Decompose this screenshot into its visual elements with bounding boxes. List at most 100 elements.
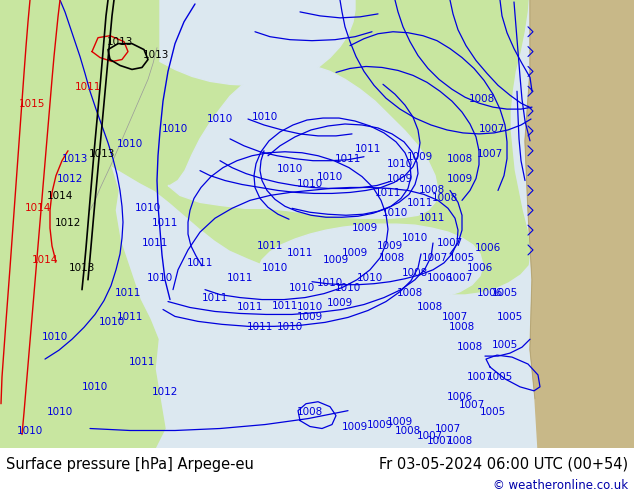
Text: 1010: 1010 xyxy=(277,164,303,173)
Text: Fr 03-05-2024 06:00 UTC (00+54): Fr 03-05-2024 06:00 UTC (00+54) xyxy=(378,457,628,472)
Text: 1008: 1008 xyxy=(419,185,445,196)
Text: 1011: 1011 xyxy=(227,273,253,283)
Text: 1005: 1005 xyxy=(497,313,523,322)
Text: 1007: 1007 xyxy=(442,313,468,322)
Text: 1005: 1005 xyxy=(492,288,518,297)
Text: 1011: 1011 xyxy=(202,293,228,303)
Text: 1011: 1011 xyxy=(75,82,101,92)
Text: 1010: 1010 xyxy=(357,273,383,283)
Text: 1013: 1013 xyxy=(143,49,169,60)
Text: 1009: 1009 xyxy=(367,419,393,430)
Text: 1008: 1008 xyxy=(469,94,495,104)
Text: 1007: 1007 xyxy=(467,372,493,382)
Text: 1007: 1007 xyxy=(447,273,473,283)
Text: 1010: 1010 xyxy=(135,203,161,213)
Polygon shape xyxy=(525,0,634,448)
Text: 1011: 1011 xyxy=(117,313,143,322)
Text: 1008: 1008 xyxy=(417,302,443,313)
Text: 1010: 1010 xyxy=(47,407,73,416)
Text: © weatheronline.co.uk: © weatheronline.co.uk xyxy=(493,479,628,490)
Text: 1010: 1010 xyxy=(207,114,233,124)
Text: 1010: 1010 xyxy=(277,322,303,332)
Text: 1007: 1007 xyxy=(437,238,463,248)
Text: 1009: 1009 xyxy=(377,241,403,251)
Polygon shape xyxy=(258,224,483,300)
Text: 1013: 1013 xyxy=(107,37,133,47)
Text: 1008: 1008 xyxy=(379,253,405,263)
Polygon shape xyxy=(160,0,355,85)
Text: 1006: 1006 xyxy=(427,273,453,283)
Text: 1009: 1009 xyxy=(387,416,413,427)
Text: 1010: 1010 xyxy=(317,172,343,182)
Text: 1010: 1010 xyxy=(42,332,68,342)
Text: 1008: 1008 xyxy=(397,288,423,297)
Text: 1005: 1005 xyxy=(449,253,475,263)
Text: 1011: 1011 xyxy=(187,258,213,268)
Text: 1008: 1008 xyxy=(449,322,475,332)
Text: 1007: 1007 xyxy=(477,149,503,159)
Polygon shape xyxy=(155,0,480,235)
Text: 1008: 1008 xyxy=(447,154,473,164)
Text: 1008: 1008 xyxy=(297,407,323,416)
Text: 1015: 1015 xyxy=(19,99,45,109)
Text: 1009: 1009 xyxy=(447,173,473,184)
Text: 1012: 1012 xyxy=(152,387,178,397)
Text: 1007: 1007 xyxy=(422,253,448,263)
Text: 1011: 1011 xyxy=(129,357,155,367)
Text: 1008: 1008 xyxy=(395,426,421,437)
Text: 1010: 1010 xyxy=(17,426,43,437)
Text: 1010: 1010 xyxy=(147,273,173,283)
Text: 1010: 1010 xyxy=(99,318,125,327)
Text: 1006: 1006 xyxy=(477,288,503,297)
Text: 1010: 1010 xyxy=(335,283,361,293)
Text: 1012: 1012 xyxy=(57,173,83,184)
Polygon shape xyxy=(340,45,385,68)
Text: 1009: 1009 xyxy=(407,152,433,162)
Polygon shape xyxy=(168,65,438,218)
Text: 1005: 1005 xyxy=(492,340,518,350)
Text: 1010: 1010 xyxy=(82,382,108,392)
Text: 1014: 1014 xyxy=(25,203,51,213)
Text: 1013: 1013 xyxy=(61,154,88,164)
Text: 1008: 1008 xyxy=(402,268,428,278)
Text: 1011: 1011 xyxy=(237,302,263,313)
Polygon shape xyxy=(0,0,530,294)
Text: 1008: 1008 xyxy=(457,342,483,352)
Text: 1011: 1011 xyxy=(355,144,381,154)
Text: 1007: 1007 xyxy=(427,437,453,446)
Text: 1011: 1011 xyxy=(407,198,433,208)
Text: 1006: 1006 xyxy=(447,392,473,402)
Text: 1009: 1009 xyxy=(342,248,368,258)
Text: 1011: 1011 xyxy=(152,218,178,228)
Text: 1011: 1011 xyxy=(257,241,283,251)
Text: Surface pressure [hPa] Arpege-eu: Surface pressure [hPa] Arpege-eu xyxy=(6,457,254,472)
Text: 1006: 1006 xyxy=(475,243,501,253)
Text: 1011: 1011 xyxy=(115,288,141,297)
Text: 1010: 1010 xyxy=(297,302,323,313)
Text: 1010: 1010 xyxy=(382,208,408,218)
Text: 1005: 1005 xyxy=(480,407,506,416)
Text: 1009: 1009 xyxy=(352,223,378,233)
Text: 1007: 1007 xyxy=(435,423,461,434)
Text: 1009: 1009 xyxy=(297,313,323,322)
Text: 1005: 1005 xyxy=(487,372,513,382)
Text: 1007: 1007 xyxy=(417,432,443,441)
Text: 1006: 1006 xyxy=(467,263,493,273)
Text: 1009: 1009 xyxy=(323,255,349,265)
Text: 1010: 1010 xyxy=(262,263,288,273)
Text: 1008: 1008 xyxy=(447,437,473,446)
Text: 1009: 1009 xyxy=(387,173,413,184)
Text: 1011: 1011 xyxy=(335,154,361,164)
Text: 1012: 1012 xyxy=(55,218,81,228)
Polygon shape xyxy=(0,0,165,448)
Text: 1010: 1010 xyxy=(162,124,188,134)
Text: 1009: 1009 xyxy=(342,421,368,432)
Text: 1011: 1011 xyxy=(287,248,313,258)
Text: 1010: 1010 xyxy=(289,283,315,293)
Text: 1010: 1010 xyxy=(297,178,323,189)
Text: 1011: 1011 xyxy=(375,189,401,198)
Text: 1011: 1011 xyxy=(272,300,298,311)
Text: 1011: 1011 xyxy=(247,322,273,332)
Text: 1010: 1010 xyxy=(252,112,278,122)
Text: 1010: 1010 xyxy=(387,159,413,169)
